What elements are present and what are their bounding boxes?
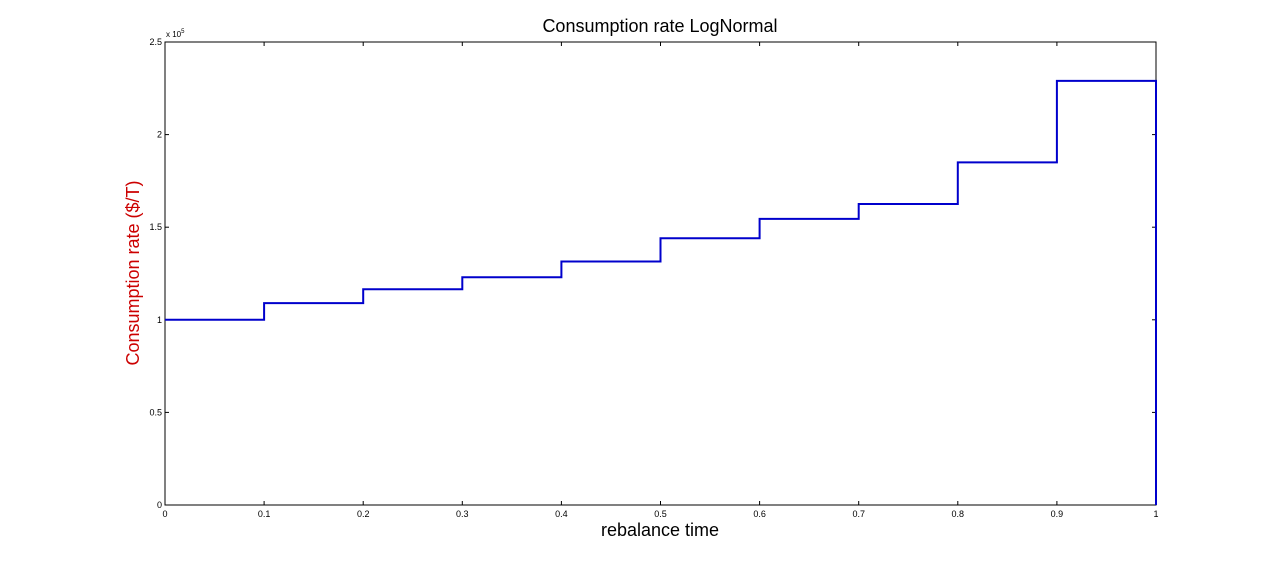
y-tick-label: 2 xyxy=(157,130,162,140)
x-tick-label: 0.7 xyxy=(852,509,865,519)
y-tick-label: 0 xyxy=(157,500,162,510)
series-line xyxy=(165,79,1157,505)
y-tick-label: 2.5 xyxy=(149,37,162,47)
y-multiplier-exponent: 5 xyxy=(181,29,185,35)
y-tick-label: 1 xyxy=(157,315,162,325)
y-tick-label: 1.5 xyxy=(149,222,162,232)
x-tick-label: 0.2 xyxy=(357,509,370,519)
chart-title: Consumption rate LogNormal xyxy=(542,16,777,36)
x-tick-label: 0 xyxy=(162,509,167,519)
x-axis-label: rebalance time xyxy=(601,520,719,540)
x-tick-label: 1 xyxy=(1153,509,1158,519)
x-tick-label: 0.4 xyxy=(555,509,568,519)
y-multiplier-base: x 10 xyxy=(166,30,182,39)
y-axis-label: Consumption rate ($/T) xyxy=(123,180,143,365)
x-tick-label: 0.6 xyxy=(753,509,766,519)
plot-area xyxy=(164,41,1157,506)
x-tick-label: 0.1 xyxy=(258,509,271,519)
x-ticks: 0 0.1 0.2 0.3 0.4 0.5 0.6 0.7 0.8 0.9 1 xyxy=(162,42,1159,519)
y-multiplier-label: x 105 xyxy=(166,29,185,39)
x-tick-label: 0.8 xyxy=(952,509,965,519)
x-tick-label: 0.3 xyxy=(456,509,469,519)
y-tick-label: 0.5 xyxy=(149,407,162,417)
series-layer xyxy=(165,79,1157,505)
x-tick-label: 0.5 xyxy=(654,509,667,519)
x-tick-label: 0.9 xyxy=(1051,509,1064,519)
